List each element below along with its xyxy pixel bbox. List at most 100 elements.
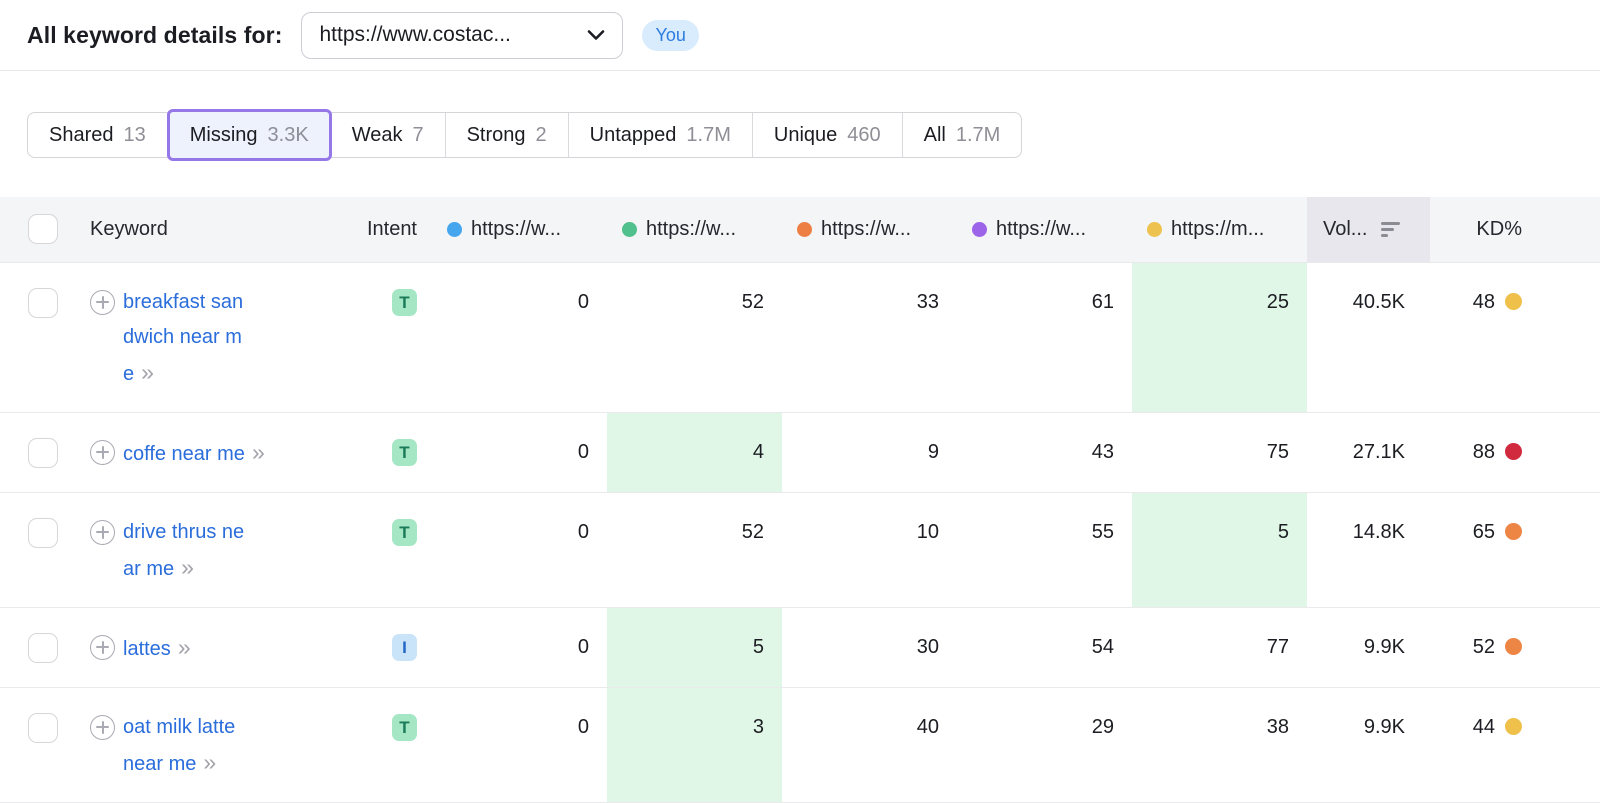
keyword-link[interactable]: drive thrus ne ar me»: [123, 520, 245, 580]
position-cell: 52: [607, 261, 782, 412]
page-header: All keyword details for: https://www.cos…: [0, 0, 1600, 71]
position-cell: 43: [957, 411, 1132, 492]
row-checkbox-cell: [0, 411, 78, 492]
kd-difficulty-dot: [1505, 442, 1522, 460]
add-keyword-icon[interactable]: [90, 519, 115, 545]
position-cell: 55: [957, 491, 1132, 607]
position-cell: 38: [1132, 686, 1307, 803]
tab-shared[interactable]: Shared 13: [28, 113, 168, 157]
position-cell: 40: [782, 686, 957, 803]
position-cell: 61: [957, 261, 1132, 412]
intent-cell: T: [340, 261, 432, 412]
site-color-dot: [622, 221, 637, 237]
position-cell: 52: [607, 491, 782, 607]
kd-difficulty-dot: [1505, 522, 1522, 540]
position-cell: 0: [432, 686, 607, 803]
site-url-label: https://w...: [996, 217, 1087, 240]
tab-count: 1.7M: [686, 123, 731, 146]
kd-column-header[interactable]: KD%: [1430, 197, 1600, 262]
keyword-cell: oat milk latte near me»: [78, 686, 340, 803]
volume-cell: 27.1K: [1307, 411, 1430, 492]
intent-badge: T: [392, 713, 417, 741]
volume-column-label: Vol...: [1323, 217, 1368, 240]
keyword-column-label: Keyword: [90, 217, 168, 240]
keyword-link[interactable]: lattes»: [123, 633, 191, 660]
position-cell: 77: [1132, 606, 1307, 687]
open-keyword-icon[interactable]: »: [181, 553, 194, 580]
open-keyword-icon[interactable]: »: [203, 748, 217, 775]
domain-selector-dropdown[interactable]: https://www.costac...: [301, 11, 624, 59]
keyword-cell: drive thrus ne ar me»: [78, 491, 340, 607]
sort-descending-icon[interactable]: [1381, 221, 1401, 237]
kd-value: 44: [1472, 715, 1495, 738]
table-row: drive thrus ne ar me» T 0 52 10 55 5 14.8K 65: [0, 491, 1600, 607]
intent-badge: T: [392, 438, 417, 466]
add-keyword-icon[interactable]: [90, 714, 115, 740]
volume-column-header[interactable]: Vol...: [1307, 197, 1430, 262]
open-keyword-icon[interactable]: »: [141, 358, 154, 385]
kd-value: 48: [1472, 290, 1495, 313]
position-cell: 5: [607, 606, 782, 687]
add-keyword-icon[interactable]: [90, 439, 115, 465]
add-keyword-icon[interactable]: [90, 634, 115, 660]
keyword-cell: lattes»: [78, 606, 340, 687]
tab-label: Strong: [466, 123, 526, 146]
table-row: breakfast san dwich near m e» T 0 52 33 61 25 40.…: [0, 261, 1600, 412]
site-color-dot: [972, 221, 987, 237]
kd-column-label: KD%: [1476, 217, 1522, 240]
position-cell: 10: [782, 491, 957, 607]
volume-cell: 9.9K: [1307, 686, 1430, 803]
position-cell: 54: [957, 606, 1132, 687]
tab-unique[interactable]: Unique 460: [753, 113, 903, 157]
kd-difficulty-dot: [1505, 717, 1522, 735]
row-checkbox[interactable]: [28, 632, 58, 663]
keyword-link[interactable]: breakfast san dwich near m e»: [123, 290, 244, 385]
position-cell: 0: [432, 411, 607, 492]
intent-badge: T: [392, 288, 417, 316]
keyword-link[interactable]: coffe near me»: [123, 438, 265, 465]
page-title: All keyword details for:: [27, 21, 283, 48]
chevron-down-icon: [588, 30, 605, 40]
site-column-header-3[interactable]: https://w...: [782, 197, 957, 262]
tab-strong[interactable]: Strong 2: [446, 113, 569, 157]
site-column-header-1[interactable]: https://w...: [432, 197, 607, 262]
keyword-cell: coffe near me»: [78, 411, 340, 492]
position-cell: 75: [1132, 411, 1307, 492]
open-keyword-icon[interactable]: »: [251, 438, 265, 465]
add-keyword-icon[interactable]: [90, 289, 115, 315]
site-column-header-4[interactable]: https://w...: [957, 197, 1132, 262]
tab-label: Missing: [189, 123, 258, 146]
kd-difficulty-dot: [1505, 292, 1522, 310]
site-url-label: https://w...: [821, 217, 912, 240]
intent-cell: T: [340, 491, 432, 607]
site-url-label: https://w...: [471, 217, 562, 240]
tab-untapped[interactable]: Untapped 1.7M: [569, 113, 753, 157]
position-cell: 29: [957, 686, 1132, 803]
row-checkbox-cell: [0, 606, 78, 687]
domain-selector-value: https://www.costac...: [319, 23, 511, 46]
tab-count: 1.7M: [955, 123, 1001, 146]
site-column-header-2[interactable]: https://w...: [607, 197, 782, 262]
site-color-dot: [1147, 221, 1162, 237]
site-column-header-5[interactable]: https://m...: [1132, 197, 1307, 262]
select-all-checkbox[interactable]: [28, 214, 58, 245]
row-checkbox[interactable]: [28, 712, 58, 743]
row-checkbox-cell: [0, 686, 78, 803]
site-url-label: https://w...: [646, 217, 737, 240]
position-cell: 3: [607, 686, 782, 803]
tab-missing[interactable]: Missing 3.3K: [166, 109, 332, 161]
row-checkbox[interactable]: [28, 287, 58, 318]
table-row: lattes» I 0 5 30 54 77 9.9K 52: [0, 606, 1600, 687]
open-keyword-icon[interactable]: »: [177, 633, 191, 660]
keyword-link[interactable]: oat milk latte near me»: [123, 715, 236, 775]
tab-all[interactable]: All 1.7M: [903, 113, 1022, 157]
row-checkbox[interactable]: [28, 517, 58, 548]
tab-weak[interactable]: Weak 7: [331, 113, 446, 157]
volume-cell: 14.8K: [1307, 491, 1430, 607]
tab-count: 13: [123, 123, 146, 146]
tab-label: Unique: [773, 123, 838, 146]
position-cell: 5: [1132, 491, 1307, 607]
position-cell: 4: [607, 411, 782, 492]
row-checkbox[interactable]: [28, 437, 58, 468]
tab-label: Weak: [351, 123, 403, 146]
